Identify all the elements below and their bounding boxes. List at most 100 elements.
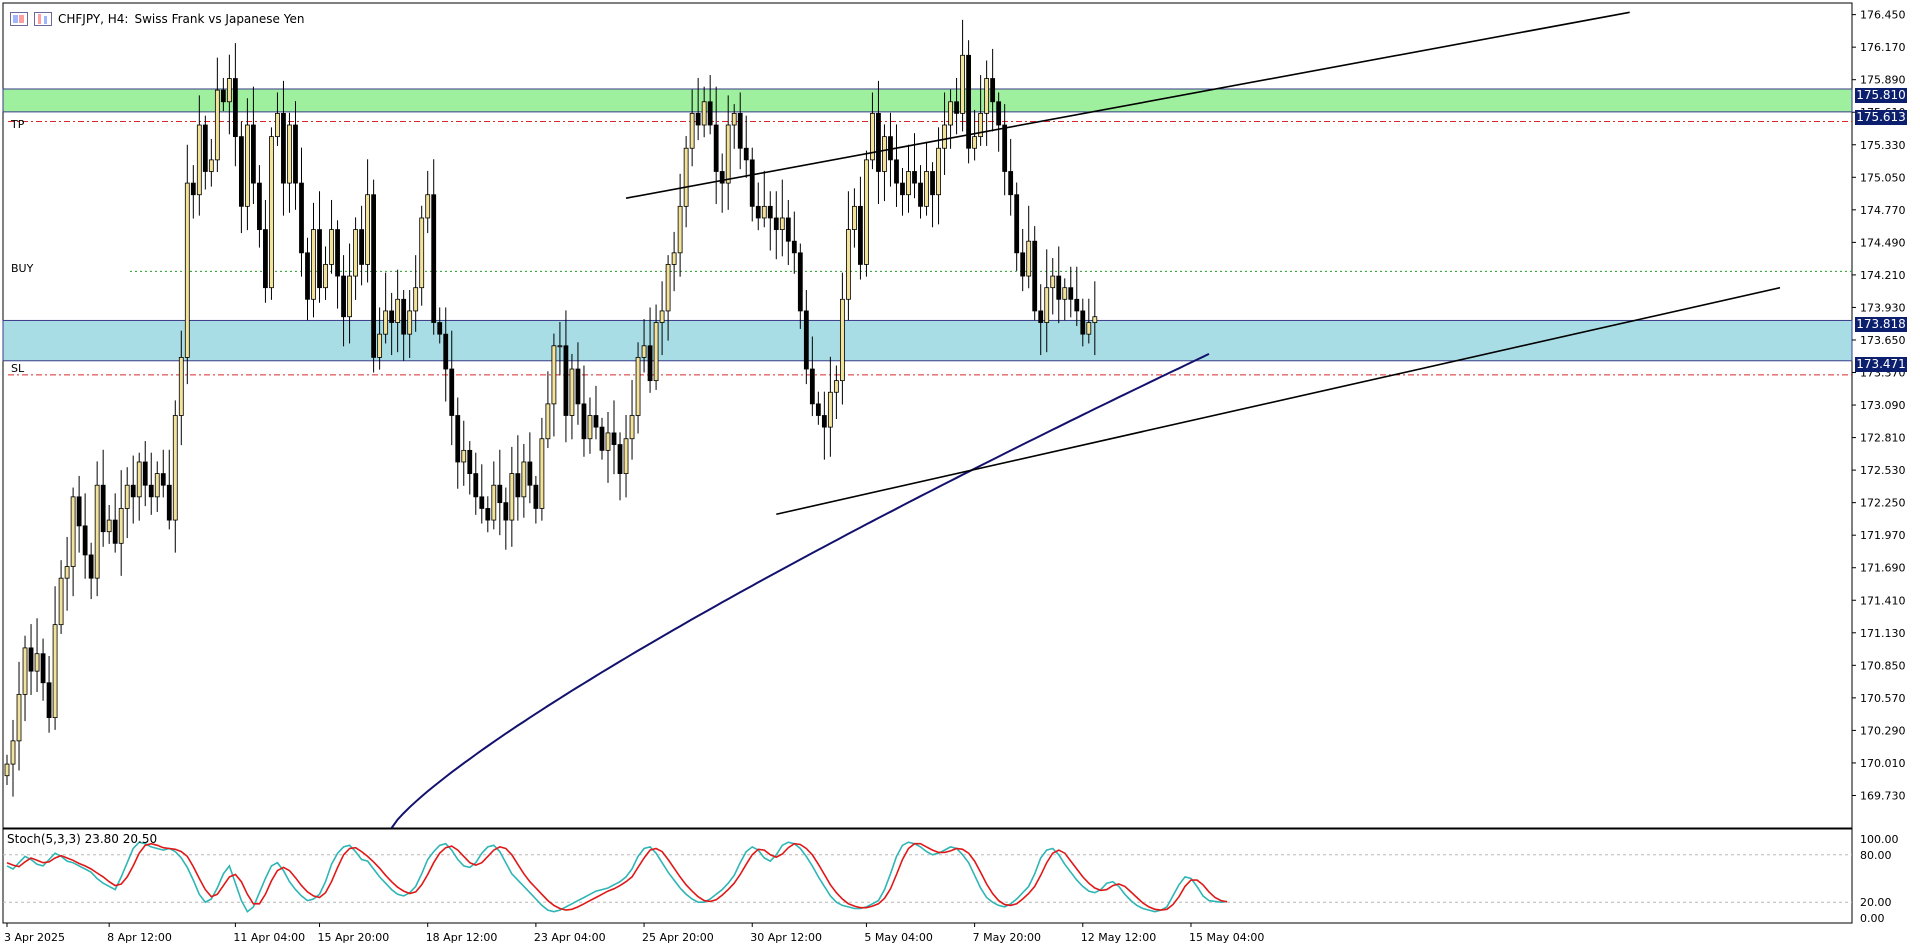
sl-label: SL — [11, 362, 25, 375]
candle-body — [785, 217, 791, 242]
candle-body — [425, 194, 431, 219]
candle-body — [407, 310, 413, 335]
candle-body — [773, 217, 779, 230]
candle-body — [329, 229, 334, 265]
symbol-description: Swiss Frank vs Japanese Yen — [134, 12, 305, 26]
x-tick-label: 11 Apr 04:00 — [233, 931, 305, 944]
candle-body — [299, 182, 304, 254]
y-tick-label: 173.090 — [1860, 399, 1906, 412]
candle-body — [864, 159, 869, 265]
x-tick-label: 12 May 12:00 — [1081, 931, 1156, 944]
candle-body — [257, 182, 262, 230]
candle-body — [1032, 240, 1038, 312]
price-tag-zone-top: 175.810 — [1855, 88, 1907, 103]
candle-body — [503, 502, 509, 521]
candle-body — [118, 508, 124, 544]
candle-body — [263, 229, 268, 289]
candle-body — [281, 112, 286, 184]
candle-body — [809, 368, 815, 405]
candle-body — [130, 484, 136, 498]
y-tick-label: 171.130 — [1860, 627, 1906, 640]
candle-body — [1086, 322, 1092, 335]
candle-body — [659, 310, 665, 323]
candle-body — [984, 78, 990, 114]
candle-body — [208, 159, 214, 172]
candle-body — [359, 229, 364, 265]
stoch-k-line — [6, 841, 1228, 913]
candle-body — [557, 345, 563, 348]
tp-label: TP — [11, 118, 25, 131]
y-tick-label: 171.970 — [1860, 529, 1906, 542]
candle-body — [1014, 194, 1020, 254]
candle-body — [449, 368, 455, 416]
x-tick-label: 5 May 04:00 — [864, 931, 932, 944]
candle-body — [238, 136, 244, 207]
x-tick-label: 23 Apr 04:00 — [534, 931, 606, 944]
candle-body — [214, 89, 220, 161]
candle-body — [936, 147, 941, 196]
candle-body — [779, 217, 785, 230]
candle-body — [437, 322, 443, 335]
candle-body — [148, 484, 154, 498]
y-tick-label: 169.730 — [1860, 789, 1906, 802]
candle-body — [821, 415, 827, 428]
candle-body — [527, 461, 533, 486]
candle-body — [575, 368, 581, 405]
candle-body — [761, 205, 767, 219]
candle-body — [395, 298, 401, 323]
candle-body — [461, 449, 467, 463]
y-tick-label: 175.890 — [1860, 74, 1906, 87]
candle-body — [28, 647, 34, 672]
candle-body — [88, 554, 94, 579]
candle-body — [1026, 240, 1032, 277]
chart-header: CHFJPY, H4: Swiss Frank vs Japanese Yen — [10, 10, 304, 28]
y-tick-label: 172.250 — [1860, 497, 1906, 510]
candle-body — [251, 124, 256, 184]
x-tick-label: 25 Apr 20:00 — [642, 931, 714, 944]
lower-trendline — [776, 286, 1781, 516]
candle-body — [10, 740, 16, 765]
candle-body — [593, 415, 599, 428]
candle-body — [605, 432, 611, 451]
y-tick-label: 170.850 — [1860, 659, 1906, 672]
candle-body — [190, 182, 196, 196]
candle-body — [220, 89, 226, 103]
candle-body — [551, 345, 557, 405]
candle-body — [960, 54, 965, 114]
stoch-axis-label: 100.00 — [1860, 833, 1899, 846]
price-tag-lower-zone-bottom: 173.471 — [1855, 357, 1907, 372]
x-tick-label: 18 Apr 12:00 — [426, 931, 498, 944]
symbol-timeframe: CHFJPY, H4: — [58, 12, 129, 26]
candle-body — [1008, 171, 1014, 196]
y-tick-label: 176.170 — [1860, 41, 1906, 54]
candle-body — [46, 682, 52, 719]
candle-body — [755, 205, 761, 219]
stoch-plot-frame — [2, 828, 1853, 924]
price-tag-lower-zone-top: 173.818 — [1855, 317, 1907, 332]
candle-body — [852, 205, 857, 230]
candle-body — [401, 298, 407, 335]
candle-body — [725, 124, 731, 184]
candle-body — [305, 252, 310, 300]
main-plot-frame — [2, 2, 1853, 829]
candle-body — [545, 403, 551, 440]
candle-body — [22, 647, 28, 695]
candle-body — [455, 415, 461, 463]
candle-body — [317, 229, 322, 289]
candle-body — [172, 415, 178, 521]
candle-body — [269, 136, 274, 289]
candle-body — [64, 566, 70, 579]
candle-body — [509, 473, 515, 521]
x-tick-label: 30 Apr 12:00 — [750, 931, 822, 944]
candle-body — [846, 229, 851, 300]
candle-body — [1020, 252, 1026, 277]
candle-body — [623, 438, 629, 474]
candle-body — [94, 484, 100, 579]
upper-trendline — [625, 11, 1630, 199]
candle-body — [287, 124, 292, 184]
candle-body — [347, 275, 352, 318]
candle-body — [767, 205, 773, 219]
candle-body — [431, 194, 437, 323]
candle-body — [58, 577, 64, 626]
